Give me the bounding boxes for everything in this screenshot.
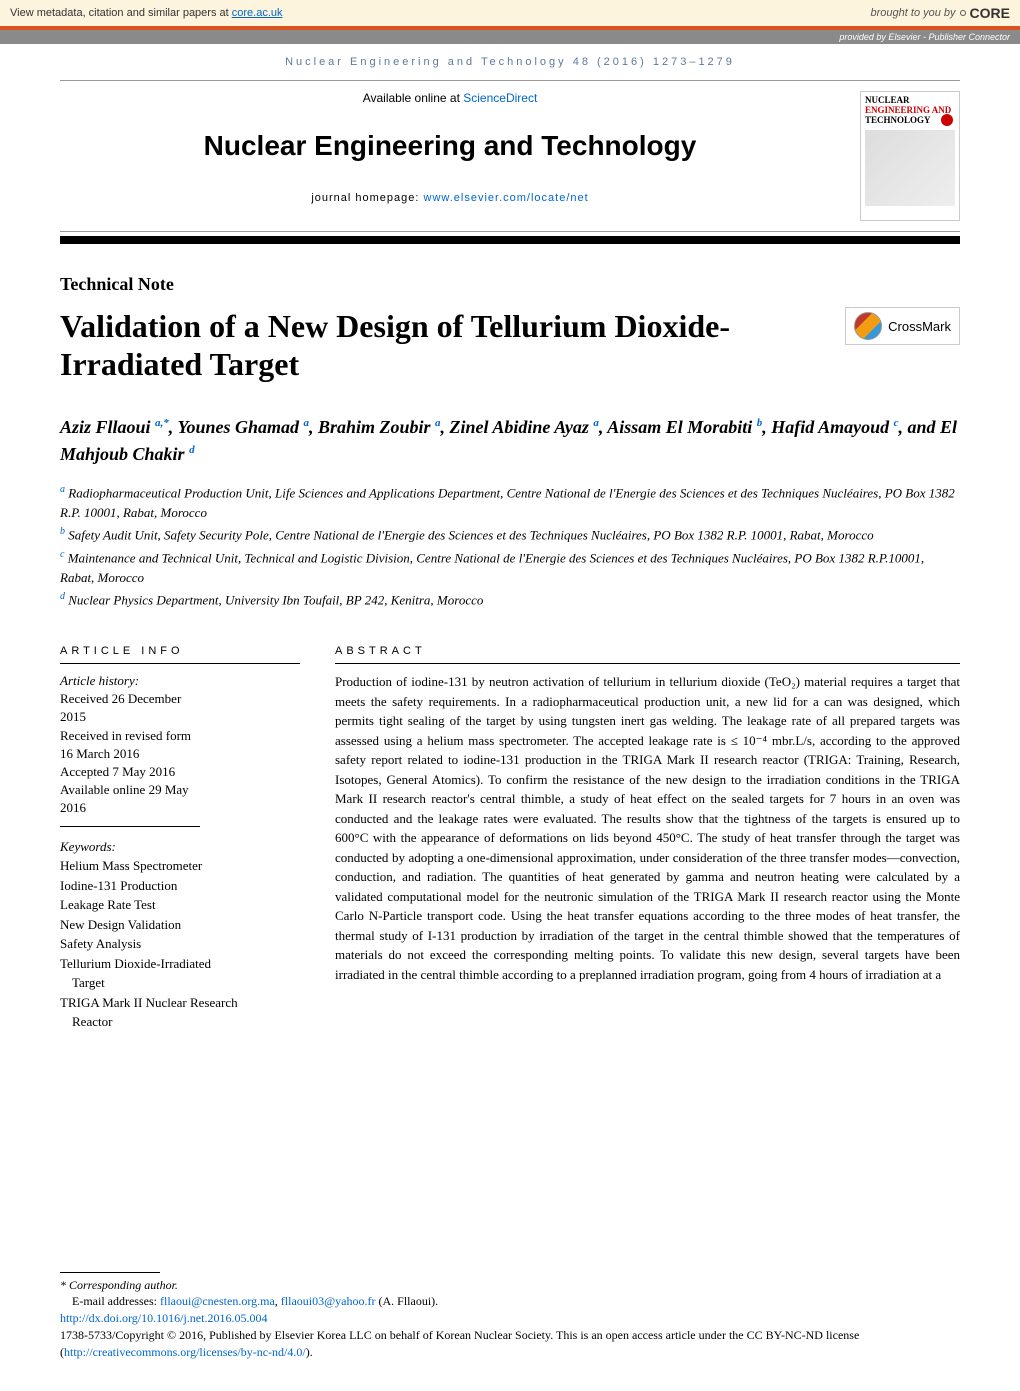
abstract-heading: ABSTRACT [335, 645, 960, 664]
core-link[interactable]: core.ac.uk [232, 7, 283, 19]
article-type: Technical Note [60, 274, 960, 295]
keyword-7b: Reactor [60, 1012, 300, 1032]
author-2: , Younes Ghamad [169, 417, 304, 437]
journal-cover: NUCLEAR ENGINEERING AND TECHNOLOGY [860, 91, 960, 221]
journal-header: Available online at ScienceDirect Nuclea… [60, 80, 960, 244]
article-title: Validation of a New Design of Tellurium … [60, 307, 845, 384]
keyword-5: Safety Analysis [60, 934, 300, 954]
brought-by-text: brought to you by [871, 7, 956, 19]
copyright-line: 1738-5733/Copyright © 2016, Published by… [60, 1327, 960, 1361]
keyword-2: Iodine-131 Production [60, 876, 300, 896]
crossmark-badge[interactable]: CrossMark [845, 307, 960, 345]
keywords-label: Keywords: [60, 837, 300, 857]
author-6: , Hafid Amayoud [762, 417, 893, 437]
sciencedirect-link[interactable]: ScienceDirect [463, 91, 537, 105]
affiliation-b: Safety Audit Unit, Safety Security Pole,… [68, 527, 873, 542]
cover-title-1: NUCLEAR [865, 95, 910, 105]
affiliation-c: Maintenance and Technical Unit, Technica… [60, 550, 924, 585]
aff-a-sup[interactable]: a [60, 484, 65, 495]
corresponding-author: * Corresponding author. [60, 1277, 960, 1294]
core-logo: CORE [970, 5, 1010, 21]
license-link[interactable]: http://creativecommons.org/licenses/by-n… [64, 1345, 306, 1359]
author-1: Aziz Fllaoui [60, 417, 155, 437]
author-7-sup[interactable]: d [189, 444, 195, 456]
aff-b-sup[interactable]: b [60, 526, 65, 537]
journal-name: Nuclear Engineering and Technology [60, 130, 840, 162]
keyword-4: New Design Validation [60, 915, 300, 935]
keyword-6a: Tellurium Dioxide-Irradiated [60, 954, 300, 974]
doi-link[interactable]: http://dx.doi.org/10.1016/j.net.2016.05.… [60, 1311, 267, 1325]
affiliation-a: Radiopharmaceutical Production Unit, Lif… [60, 485, 955, 520]
provided-bar: provided by Elsevier - Publisher Connect… [0, 30, 1020, 44]
affiliation-d: Nuclear Physics Department, University I… [68, 593, 483, 608]
cover-image [865, 130, 955, 206]
content-columns: ARTICLE INFO Article history: Received 2… [60, 645, 960, 1032]
email-line: E-mail addresses: fllaoui@cnesten.org.ma… [60, 1293, 960, 1310]
footer: * Corresponding author. E-mail addresses… [0, 1272, 1020, 1391]
keyword-7a: TRIGA Mark II Nuclear Research [60, 993, 300, 1013]
core-brand: brought to you by CORE [871, 5, 1010, 21]
email-1[interactable]: fllaoui@cnesten.org.ma [160, 1294, 275, 1308]
online-date: Available online 29 May 2016 [60, 781, 200, 817]
aff-d-sup[interactable]: d [60, 591, 65, 602]
homepage-label: journal homepage: [311, 192, 423, 204]
homepage-line: journal homepage: www.elsevier.com/locat… [60, 192, 840, 204]
title-row: Validation of a New Design of Tellurium … [60, 307, 960, 384]
available-text: Available online at [363, 91, 464, 105]
core-header: View metadata, citation and similar pape… [0, 0, 1020, 30]
info-heading: ARTICLE INFO [60, 645, 300, 664]
accepted-date: Accepted 7 May 2016 [60, 763, 200, 781]
crossmark-text: CrossMark [888, 319, 951, 334]
affiliations: a Radiopharmaceutical Production Unit, L… [60, 482, 960, 610]
keyword-1: Helium Mass Spectrometer [60, 856, 300, 876]
email-2[interactable]: fllaoui03@yahoo.fr [281, 1294, 376, 1308]
author-5: , Aissam El Morabiti [599, 417, 757, 437]
homepage-link[interactable]: www.elsevier.com/locate/net [424, 192, 589, 204]
keyword-6b: Target [60, 973, 300, 993]
email-label: E-mail addresses: [72, 1294, 160, 1308]
author-3: , Brahim Zoubir [309, 417, 435, 437]
authors: Aziz Fllaoui a,*, Younes Ghamad a, Brahi… [60, 414, 960, 468]
header-bar [60, 236, 960, 244]
author-1-sup[interactable]: a,* [155, 417, 169, 429]
revised-label: Received in revised form [60, 727, 200, 745]
cover-title-3: TECHNOLOGY [865, 115, 931, 125]
abstract-column: ABSTRACT Production of iodine-131 by neu… [335, 645, 960, 1032]
available-line: Available online at ScienceDirect [60, 91, 840, 105]
core-icon [960, 10, 966, 16]
core-left-text: View metadata, citation and similar pape… [10, 7, 232, 19]
keyword-3: Leakage Rate Test [60, 895, 300, 915]
footer-rule [60, 1272, 160, 1273]
history-label: Article history: [60, 672, 200, 690]
crossmark-icon [854, 312, 882, 340]
author-4: , Zinel Abidine Ayaz [441, 417, 594, 437]
revised-date: 16 March 2016 [60, 745, 200, 763]
article-info-column: ARTICLE INFO Article history: Received 2… [60, 645, 300, 1032]
cover-title-2: ENGINEERING AND [865, 105, 951, 115]
cover-dot-icon [941, 114, 953, 126]
core-metadata-link[interactable]: View metadata, citation and similar pape… [10, 7, 283, 19]
email-author: (A. Fllaoui). [375, 1294, 438, 1308]
received-date: Received 26 December 2015 [60, 690, 200, 726]
abstract-text: Production of iodine-131 by neutron acti… [335, 672, 960, 984]
copyright-text-2: ). [306, 1345, 313, 1359]
citation-line: Nuclear Engineering and Technology 48 (2… [60, 44, 960, 80]
aff-c-sup[interactable]: c [60, 549, 64, 560]
main-container: Nuclear Engineering and Technology 48 (2… [0, 44, 1020, 1072]
